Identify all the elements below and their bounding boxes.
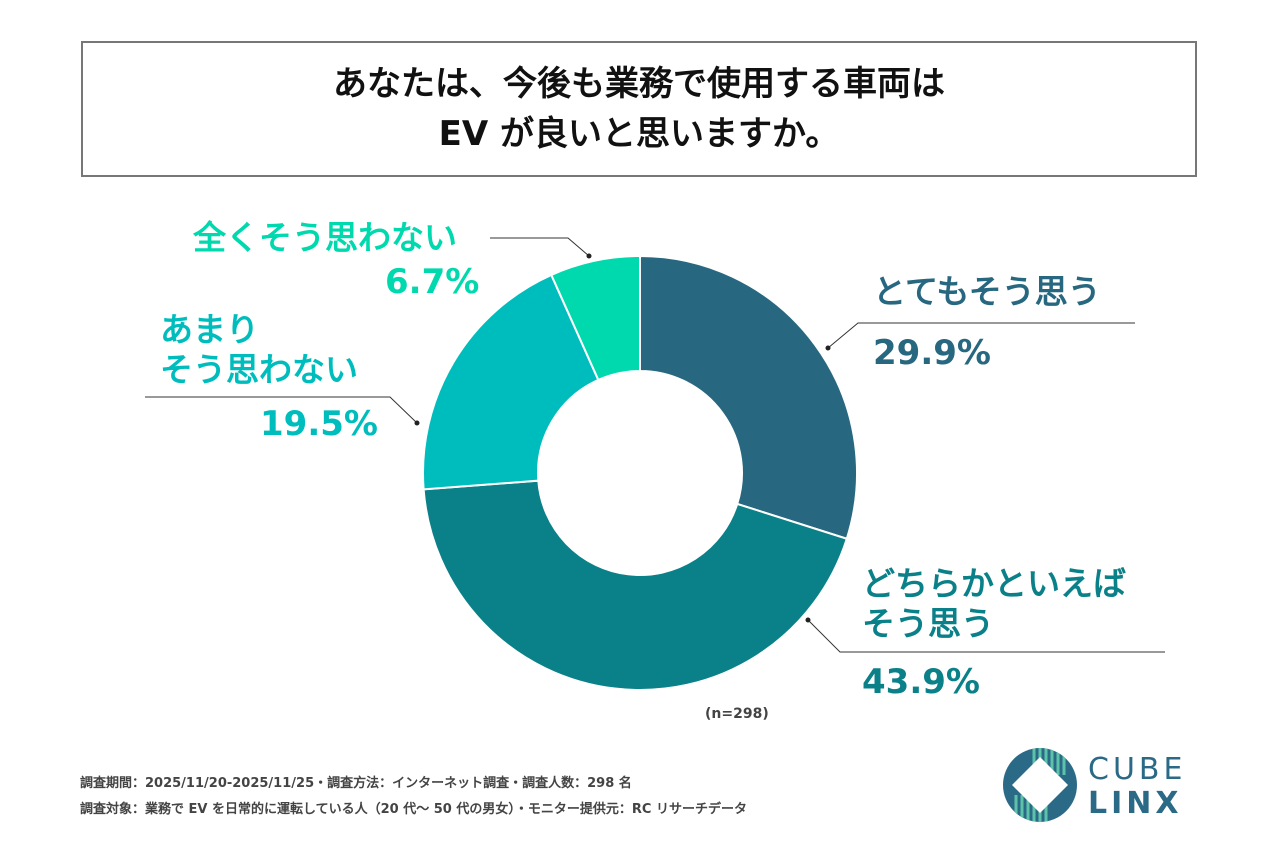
label-2-line2: そう思わない: [160, 350, 358, 389]
leader-dot-2: [414, 420, 420, 426]
pct-1: 43.9%: [862, 662, 980, 702]
leader-dot-3: [586, 253, 592, 259]
sample-size-note: (n=298): [705, 706, 769, 722]
donut-slice-1: [422, 479, 849, 691]
footer-line1: 調査期間：2025/11/20-2025/11/25・調査方法：インターネット調…: [80, 776, 632, 791]
label-1-line1: どちらかといえば: [862, 564, 1126, 603]
title-line1: あなたは、今後も業務で使用する車両は: [333, 64, 945, 104]
leader-line-1: [807, 619, 1165, 653]
footer-line2: 調査対象：業務で EV を日常的に運転している人（20 代～ 50 代の男女）・…: [80, 802, 747, 817]
donut-slice-3: [550, 254, 641, 382]
leader-line-0: [827, 322, 1135, 349]
label-2-line1: あまり: [160, 310, 259, 349]
donut-slice-2: [422, 273, 600, 491]
leader-dot-1: [805, 617, 811, 623]
title-line2: EV が良いと思いますか。: [438, 114, 840, 154]
logo-text-cube: CUBE: [1088, 752, 1187, 787]
leader-line-3: [490, 237, 590, 257]
donut-slice-0: [639, 254, 858, 541]
pct-2: 19.5%: [260, 404, 378, 444]
cube-linx-logo-icon: [1003, 748, 1077, 822]
label-3: 全くそう思わない: [193, 218, 457, 257]
title-box: あなたは、今後も業務で使用する車両は EV が良いと思いますか。: [81, 41, 1197, 177]
logo-text-linx: LINX: [1088, 786, 1183, 821]
label-0: とてもそう思う: [873, 272, 1101, 311]
label-1-line2: そう思う: [862, 604, 994, 643]
leader-line-2: [145, 396, 418, 424]
pct-0: 29.9%: [873, 333, 991, 373]
pct-3: 6.7%: [385, 262, 480, 302]
leader-dot-0: [825, 345, 831, 351]
